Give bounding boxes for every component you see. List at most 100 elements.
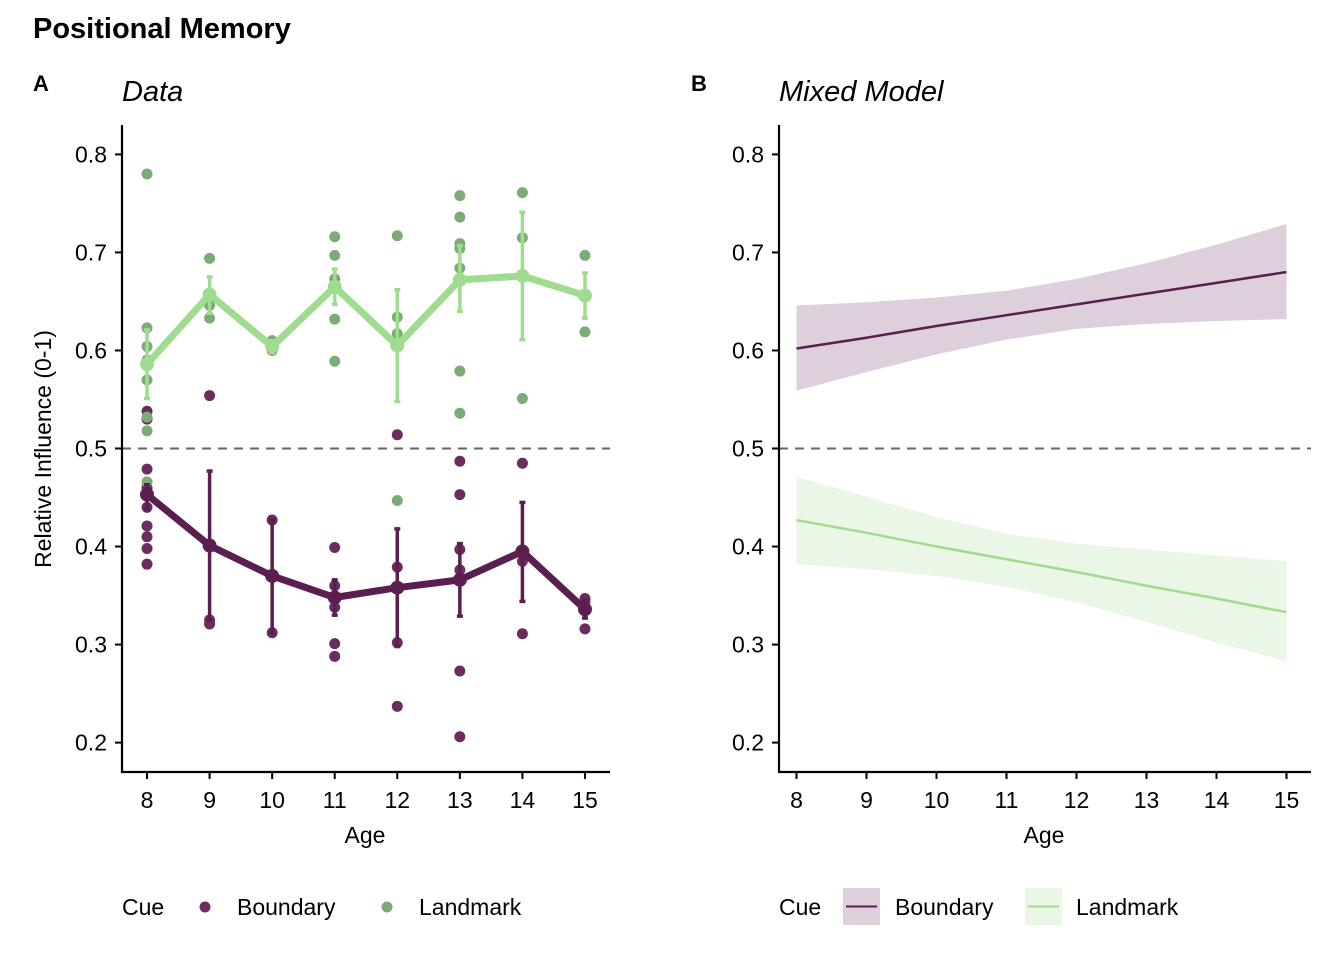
panel-b-y-tick-label: 0.8 [732, 141, 764, 167]
panel-a-landmark-mean-point [327, 279, 342, 294]
panel-b-x-axis-title: Age [1024, 822, 1065, 848]
panel-a-landmark-point [329, 355, 341, 367]
panel-b-x-tick-label: 15 [1274, 787, 1300, 813]
panel-a-landmark-point [579, 326, 591, 338]
panel-a-landmark-point [454, 211, 466, 223]
panel-a-landmark-point [204, 252, 216, 264]
panel-a-landmark-mean-point [265, 339, 280, 354]
panel-a-landmark-point [454, 190, 466, 202]
panel-b-y-tick-label: 0.6 [732, 337, 764, 363]
panel-a-landmark-mean-point [140, 357, 155, 372]
panel-a-x-tick-label: 14 [510, 787, 536, 813]
panel-a-x-tick-label: 9 [203, 787, 216, 813]
panel-label-a: A [33, 71, 49, 96]
panel-a-landmark-mean-point [452, 272, 467, 287]
panel-b-legend-title: Cue [779, 894, 821, 920]
panel-a-legend-boundary: Boundary [237, 894, 336, 920]
panel-a-boundary-point [329, 650, 341, 662]
panel-a-x-tick-label: 15 [572, 787, 598, 813]
panel-a-landmark-point [579, 249, 591, 261]
panel-a-boundary-mean-line [143, 491, 589, 613]
panel-a-y-axis-title: Relative Influence (0-1) [30, 330, 56, 568]
panel-a-boundary-point [141, 558, 153, 570]
panel-label-b: B [691, 71, 707, 96]
panel-a-landmark-point [391, 230, 403, 242]
panel-a-boundary-point [454, 731, 466, 743]
panel-a-boundary-point [141, 531, 153, 543]
panel-b-x-tick-label: 14 [1204, 787, 1230, 813]
panel-b-landmark-fit-line [796, 518, 1287, 614]
panel-b-x-tick-label: 13 [1134, 787, 1160, 813]
panel-b-y-tick-label: 0.5 [732, 436, 764, 462]
panel-a-boundary-point [391, 700, 403, 712]
panel-b-boundary-fit-line [796, 270, 1287, 350]
panel-b-boundary-ribbon [796, 224, 1287, 391]
panel-a-landmark-point [516, 187, 528, 199]
panel-b-legend: Cue Boundary Landmark [779, 888, 1179, 925]
panel-a-boundary-point [391, 429, 403, 441]
panel-a-boundary-mean-point [390, 580, 405, 595]
panel-a-landmark-mean-point [577, 288, 592, 303]
panel-a-x-tick-label: 13 [447, 787, 473, 813]
panel-a-boundary-point [329, 638, 341, 650]
panel-a-landmark-mean-line [143, 272, 589, 368]
panel-a-x-tick-label: 11 [323, 787, 347, 813]
panel-a-x-tick-label: 12 [384, 787, 410, 813]
panel-a-landmark-mean-point [202, 287, 217, 302]
panel-a-landmark-point [141, 168, 153, 180]
panel-a-landmark-point [329, 313, 341, 325]
panel-b-legend-landmark: Landmark [1076, 894, 1179, 920]
legend-key-landmark-point [381, 901, 393, 913]
panel-a-boundary-mean-point [515, 544, 530, 559]
panel-b-x-tick-label: 10 [924, 787, 950, 813]
panel-a-x-axis-title: Age [345, 822, 386, 848]
panel-a-x-tick-label: 10 [259, 787, 285, 813]
panel-a-y-tick-label: 0.8 [75, 141, 107, 167]
panel-a-boundary-mean-point [452, 572, 467, 587]
panel-a-boundary-point [204, 390, 216, 402]
panel-a-boundary-point [454, 665, 466, 677]
panel-b-mixed-model: B Mixed Model Age 0.2 0.3 0.4 0.5 0.6 0.7 0.8 8… [691, 71, 1311, 925]
panel-a-boundary-point [516, 628, 528, 640]
legend-key-boundary-point [199, 901, 211, 913]
panel-b-y-tick-label: 0.3 [732, 632, 764, 658]
panel-a-y-tick-label: 0.4 [75, 534, 107, 560]
panel-a-y-tick-label: 0.5 [75, 436, 107, 462]
panel-b-y-tick-label: 0.2 [732, 730, 764, 756]
panel-a-y-tick-label: 0.7 [75, 239, 107, 265]
panel-a-landmark-point [141, 411, 153, 423]
panel-b-x-tick-label: 12 [1064, 787, 1090, 813]
panel-a-boundary-point [141, 542, 153, 554]
panel-b-x-tick-label: 11 [995, 787, 1019, 813]
panel-a-landmark-point [329, 231, 341, 243]
figure-title: Positional Memory [33, 13, 291, 45]
panel-a-landmark-point [204, 312, 216, 324]
panel-a-legend-title: Cue [122, 894, 164, 920]
panel-a-boundary-point [579, 623, 591, 635]
panel-a-boundary-point [516, 457, 528, 469]
panel-a-x-tick-label: 8 [141, 787, 154, 813]
panel-b-y-tick-label: 0.4 [732, 534, 764, 560]
panel-a-landmark-point [329, 249, 341, 261]
panel-a-boundary-point [141, 520, 153, 532]
panel-a-landmark-point [141, 425, 153, 437]
panel-b-x-tick-label: 8 [790, 787, 803, 813]
panel-a-boundary-point [454, 489, 466, 501]
panel-a-landmark-mean-point [515, 268, 530, 283]
panel-a-boundary-point [141, 463, 153, 475]
panel-a-boundary-mean-point [577, 602, 592, 617]
panel-a-legend-landmark: Landmark [419, 894, 522, 920]
panel-a-boundary-mean-point [140, 487, 155, 502]
panel-a-title: Data [122, 76, 183, 108]
panel-a-landmark-point [391, 494, 403, 506]
panel-a-y-tick-label: 0.6 [75, 337, 107, 363]
panel-a-landmark-point [454, 365, 466, 377]
panel-a-landmark-mean-point [390, 338, 405, 353]
panel-a-boundary-mean-point [327, 590, 342, 605]
panel-a-data: A Data Relative Influence (0-1) Age 0.2 0… [30, 71, 610, 920]
panel-a-boundary-point [329, 542, 341, 554]
panel-a-y-tick-label: 0.2 [75, 730, 107, 756]
panel-b-legend-boundary: Boundary [895, 894, 994, 920]
panel-a-landmark-point [516, 393, 528, 405]
